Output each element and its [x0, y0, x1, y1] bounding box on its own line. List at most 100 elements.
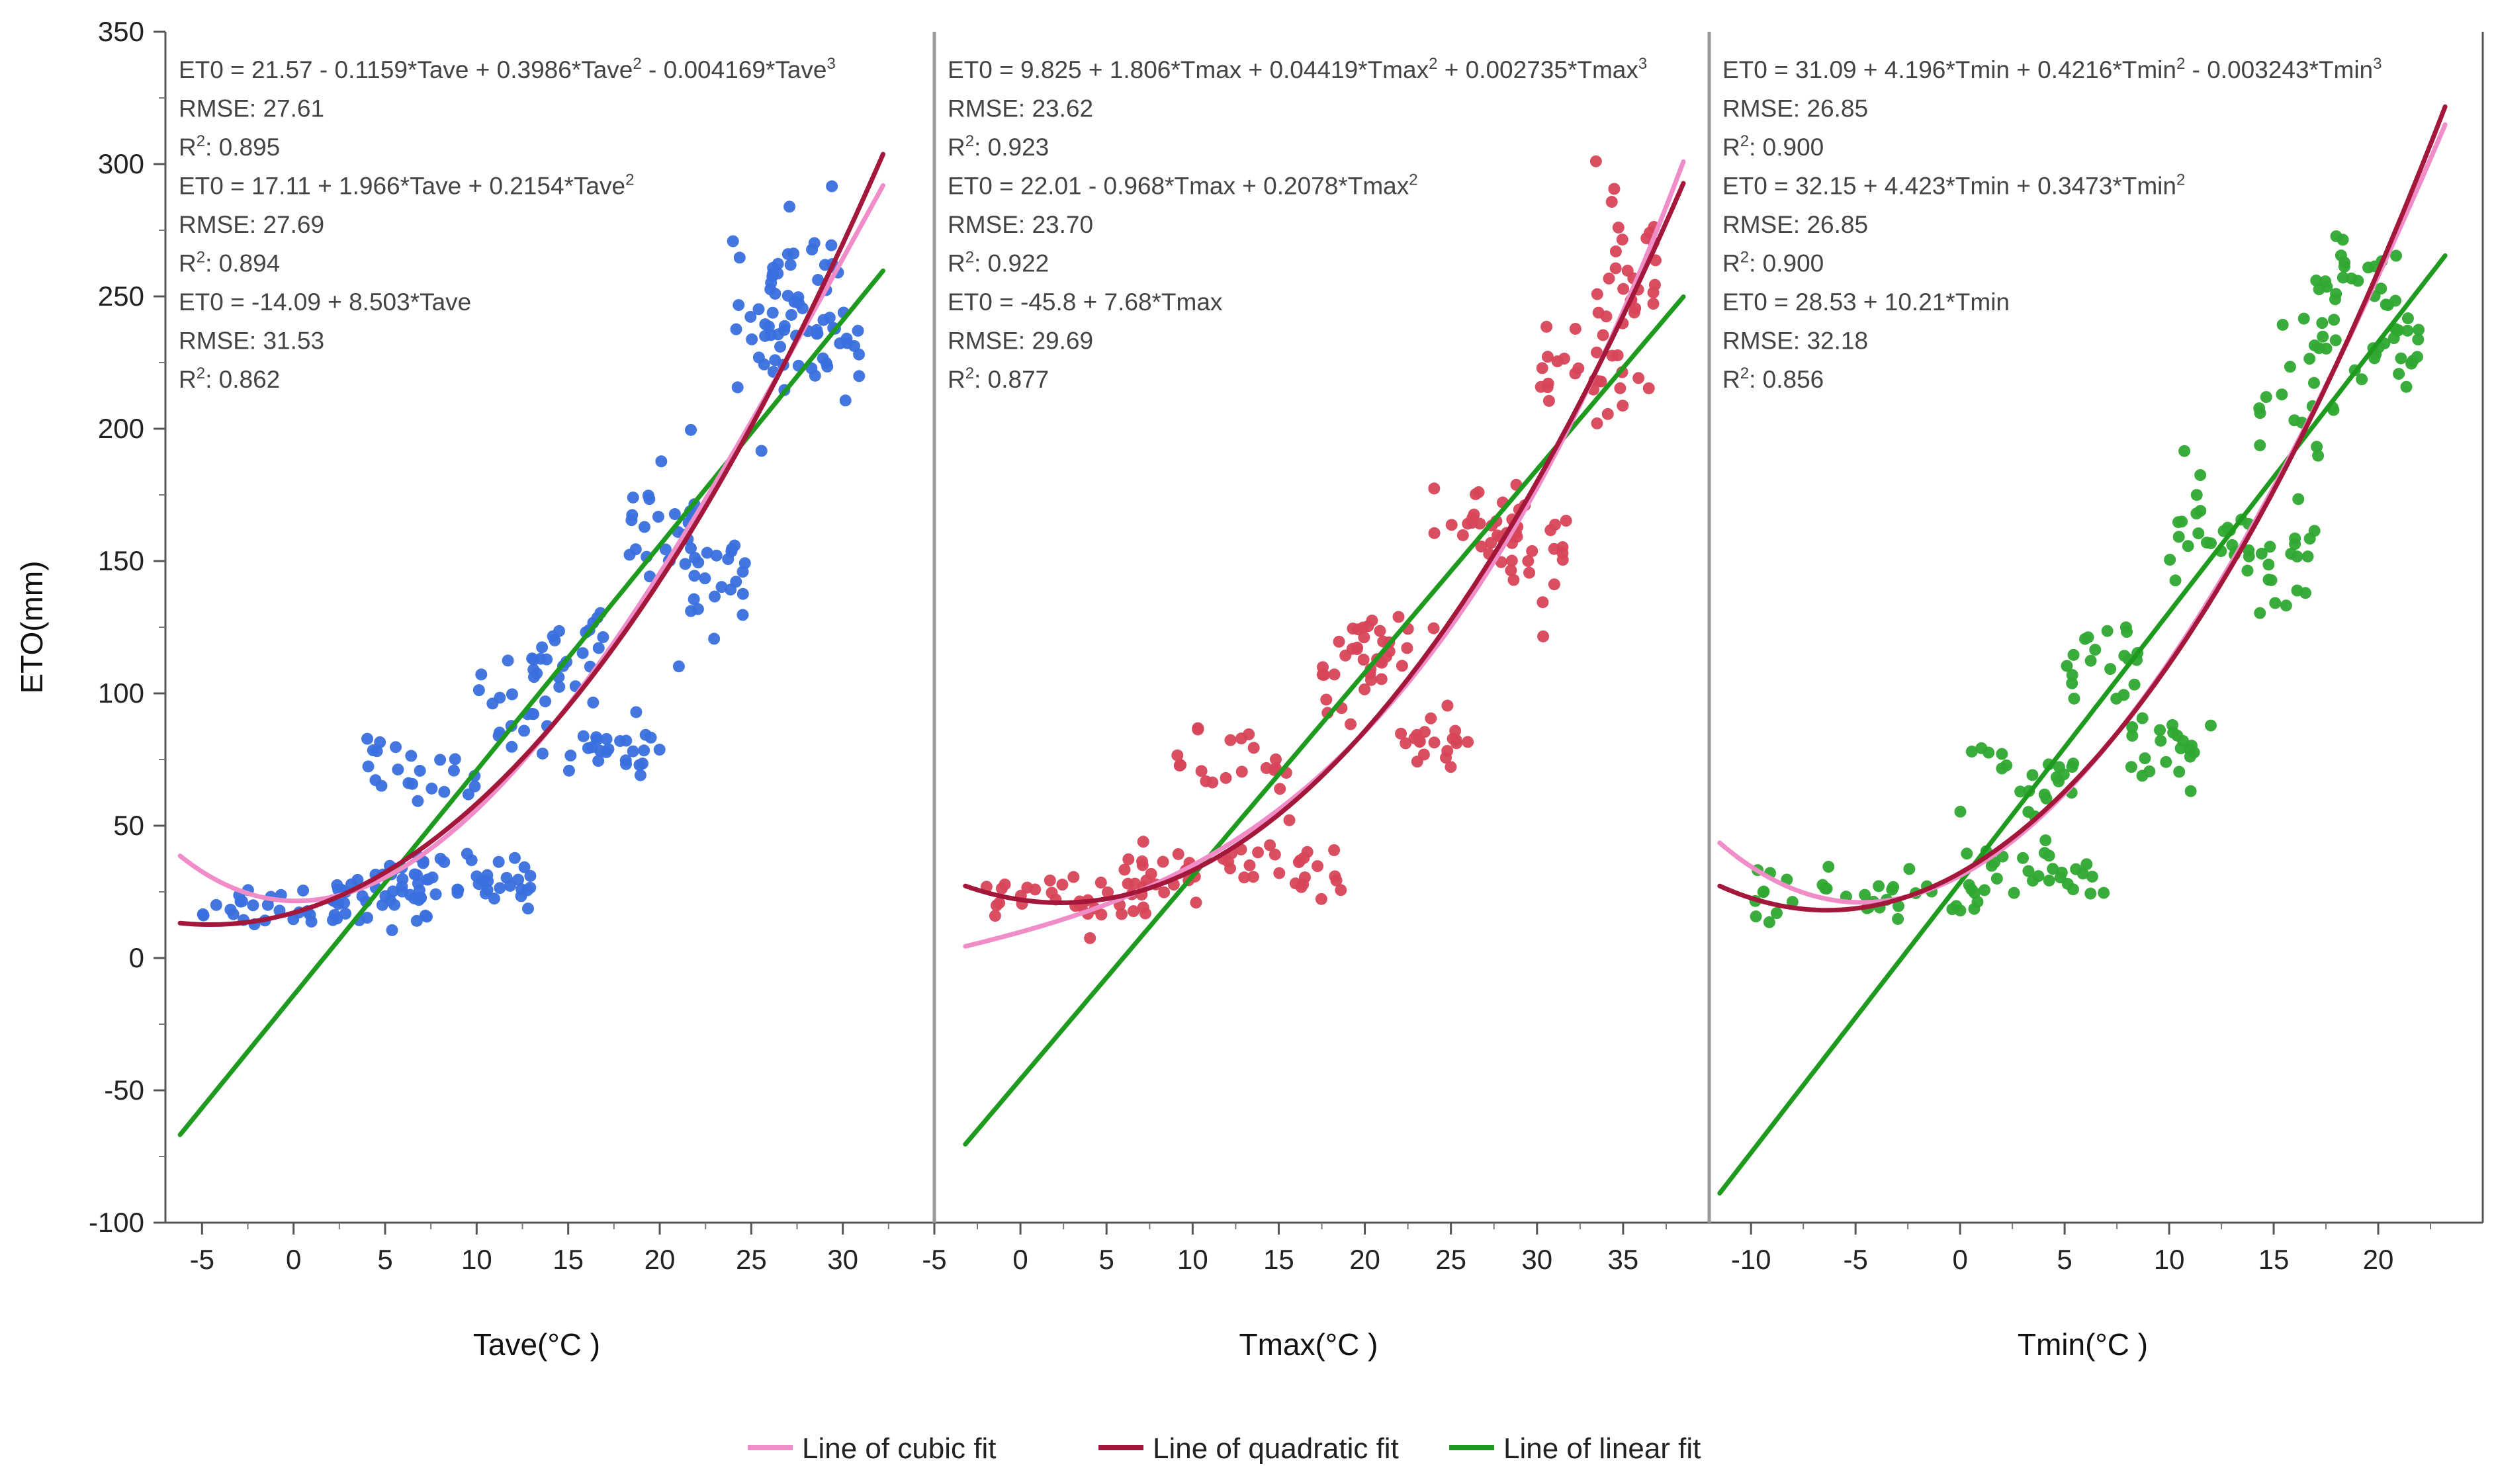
data-point: [1600, 310, 1613, 323]
data-point: [521, 884, 533, 896]
data-point: [2276, 318, 2289, 331]
x-tick-label: 20: [2363, 1244, 2394, 1275]
equation-line: RMSE: 23.62: [948, 95, 1093, 122]
data-point: [1985, 859, 1998, 872]
data-point: [1456, 529, 1469, 541]
data-point: [627, 491, 639, 503]
data-point: [2178, 445, 2191, 457]
x-tick-label: -5: [1843, 1244, 1867, 1275]
data-point: [1427, 622, 1440, 634]
y-tick-label: 0: [129, 942, 144, 973]
data-point: [685, 423, 697, 436]
data-point: [659, 543, 672, 556]
data-point: [1428, 482, 1441, 495]
equation-line: ET0 = 21.57 - 0.1159*Tave + 0.3986*Tave2…: [179, 55, 836, 83]
data-point: [1632, 372, 1645, 384]
equation-line: RMSE: 27.69: [179, 211, 324, 238]
data-point: [808, 237, 821, 249]
data-point: [1220, 771, 1232, 784]
data-point: [1609, 262, 1622, 275]
data-point: [655, 455, 668, 468]
data-point: [1084, 932, 1096, 944]
data-point: [672, 660, 685, 673]
data-point: [2174, 742, 2187, 755]
data-point: [506, 688, 518, 701]
data-point: [1569, 322, 1582, 335]
data-point: [2155, 734, 2167, 747]
data-point: [2067, 758, 2080, 770]
data-point: [691, 603, 704, 615]
data-point: [2101, 625, 2114, 637]
y-tick-label: 150: [98, 545, 144, 576]
data-point: [2265, 574, 2278, 586]
data-point: [1621, 265, 1634, 277]
data-point: [1118, 863, 1131, 876]
x-tick-label: 5: [1099, 1244, 1114, 1275]
data-point: [1996, 748, 2008, 760]
data-point: [425, 782, 438, 795]
equation-line: R2: 0.900: [1722, 249, 1824, 277]
data-point: [361, 732, 374, 745]
data-point: [2008, 887, 2020, 899]
data-point: [2136, 712, 2149, 724]
data-point: [1192, 722, 1204, 734]
data-point: [2284, 361, 2296, 373]
data-point: [1269, 848, 1281, 861]
data-point: [752, 303, 765, 316]
data-point: [688, 570, 701, 582]
data-point: [1983, 746, 1995, 759]
data-point: [715, 581, 728, 593]
data-point: [518, 861, 531, 873]
data-point: [1274, 783, 1286, 795]
data-point: [1647, 286, 1660, 299]
data-point: [479, 887, 492, 900]
data-point: [2125, 761, 2137, 773]
data-point: [766, 306, 779, 319]
equation-line: ET0 = 17.11 + 1.966*Tave + 0.2154*Tave2: [179, 171, 634, 200]
data-point: [475, 668, 488, 681]
data-point: [2401, 312, 2414, 325]
x-tick-label: 15: [1263, 1244, 1294, 1275]
data-point: [2289, 538, 2301, 550]
equation-line: R2: 0.894: [179, 249, 280, 277]
data-point: [392, 764, 404, 776]
data-point: [774, 341, 787, 353]
data-point: [449, 753, 461, 765]
data-point: [1873, 880, 1885, 893]
data-point: [825, 239, 838, 251]
equation-line: R2: 0.895: [179, 132, 280, 161]
data-point: [1990, 872, 2003, 885]
data-point: [2260, 391, 2272, 404]
data-point: [1450, 734, 1462, 746]
x-tick-label: 30: [827, 1244, 858, 1275]
equation-line: ET0 = 28.53 + 10.21*Tmin: [1722, 288, 2010, 316]
data-point: [2192, 527, 2205, 540]
data-point: [1522, 555, 1535, 568]
data-point: [652, 511, 664, 523]
data-point: [2368, 352, 2381, 365]
data-point: [778, 320, 791, 332]
data-point: [2040, 792, 2053, 805]
data-point: [1892, 912, 1904, 925]
data-point: [1175, 759, 1187, 771]
data-point: [993, 896, 1006, 909]
data-point: [1440, 752, 1452, 764]
data-point: [577, 730, 590, 742]
data-point: [1556, 546, 1569, 559]
data-point: [2316, 317, 2329, 329]
data-point: [2172, 531, 2185, 543]
data-point: [429, 888, 442, 900]
data-point: [1358, 631, 1370, 644]
data-point: [1820, 883, 1833, 895]
data-point: [434, 852, 447, 865]
data-point: [1044, 874, 1056, 887]
data-point: [1616, 234, 1628, 246]
equation-line: R2: 0.877: [948, 365, 1049, 393]
data-point: [600, 732, 613, 745]
data-point: [412, 795, 424, 807]
data-point: [1392, 611, 1405, 623]
panel-3: -10 -5 0 5 10 15 20 Tmin(°C ) ET0 = 31.09 + 4.19…: [1717, 55, 2448, 1362]
x-tick-label: 30: [1521, 1244, 1552, 1275]
data-point: [819, 259, 831, 271]
data-point: [576, 647, 589, 660]
